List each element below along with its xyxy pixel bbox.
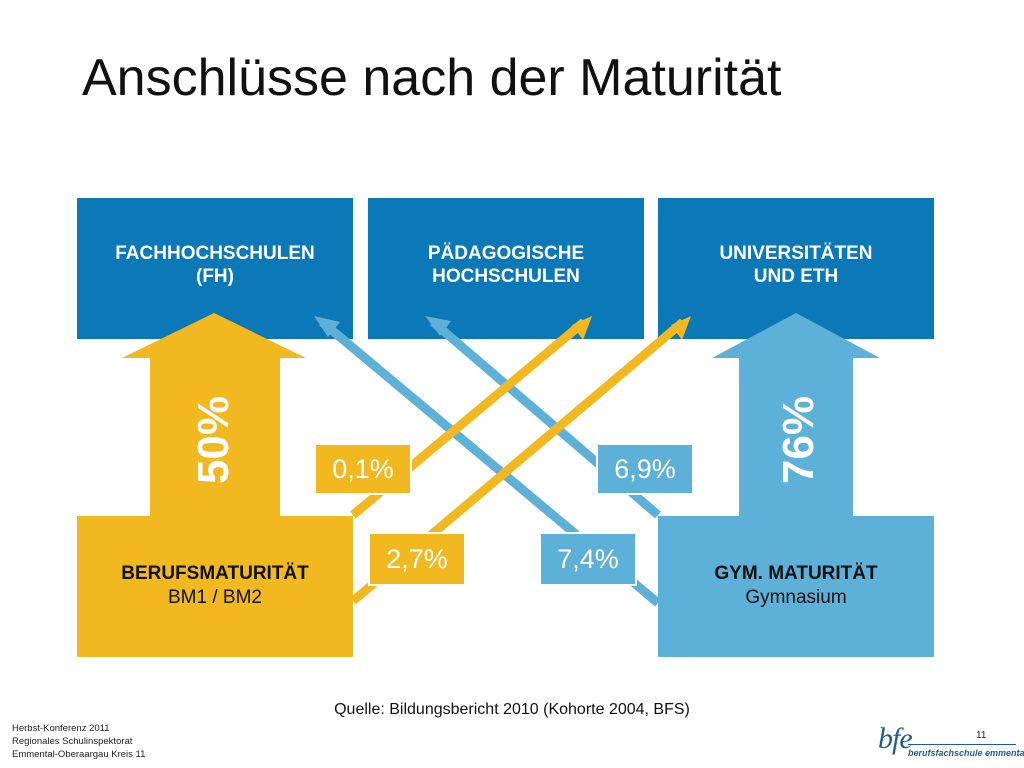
pct-gym-to-ph: 6,9% (596, 443, 694, 495)
origin-berufsmaturitaet: BERUFSMATURITÄT BM1 / BM2 (77, 516, 353, 657)
origin-gym-maturitaet: GYM. MATURITÄT Gymnasium (658, 516, 934, 657)
logo-text: berufsfachschule emmental (908, 748, 1024, 758)
pct-gym-to-fh: 7,4% (539, 532, 637, 586)
footer-line1: Herbst-Konferenz 2011 (12, 723, 110, 734)
arrowhead-bm-to-uni (671, 316, 691, 340)
arrowhead-bm-to-ph (572, 316, 592, 340)
arrowhead-gym-to-fh (314, 316, 340, 337)
destination-ph-line2: HOCHSCHULEN (432, 266, 580, 287)
footer-line3: Emmental-Oberaargau Kreis 11 (12, 749, 146, 760)
footer-line2: Regionales Schulinspektorat (12, 736, 133, 747)
destination-paedagogische-hochschulen: PÄDAGOGISCHE HOCHSCHULEN (368, 198, 644, 339)
destination-fh-line1: FACHHOCHSCHULEN (115, 243, 315, 264)
origin-bm-subtitle: BM1 / BM2 (168, 587, 262, 608)
logo-mark: bfe (878, 722, 913, 755)
logo-rule (908, 744, 1016, 745)
big-arrow-bm-to-fh (122, 313, 306, 516)
bfe-logo: bfe berufsfachschule emmental (878, 722, 1024, 762)
destination-uni-line2: UND ETH (753, 266, 839, 287)
slide-title: Anschlüsse nach der Maturität (82, 49, 782, 107)
destination-ph-line1: PÄDAGOGISCHE (427, 243, 585, 264)
destination-fh-line2: (FH) (196, 266, 234, 287)
footer: Herbst-Konferenz 2011 Regionales Schulin… (12, 722, 145, 761)
pct-bm-to-ph: 0,1% (314, 443, 412, 495)
source-note: Quelle: Bildungsbericht 2010 (Kohorte 20… (334, 701, 690, 718)
pct-gym-to-uni: 76% (774, 395, 824, 485)
pct-bm-to-uni: 2,7% (368, 532, 466, 586)
big-arrow-gym-to-uni (712, 313, 880, 516)
destination-uni-line1: UNIVERSITÄTEN (719, 243, 873, 264)
origin-bm-title: BERUFSMATURITÄT (121, 563, 309, 584)
page-number: 11 (976, 730, 987, 741)
origin-gym-subtitle: Gymnasium (745, 587, 847, 608)
origin-gym-title: GYM. MATURITÄT (714, 563, 878, 584)
pct-bm-to-fh: 50% (189, 395, 239, 485)
arrowhead-gym-to-ph (425, 316, 451, 336)
